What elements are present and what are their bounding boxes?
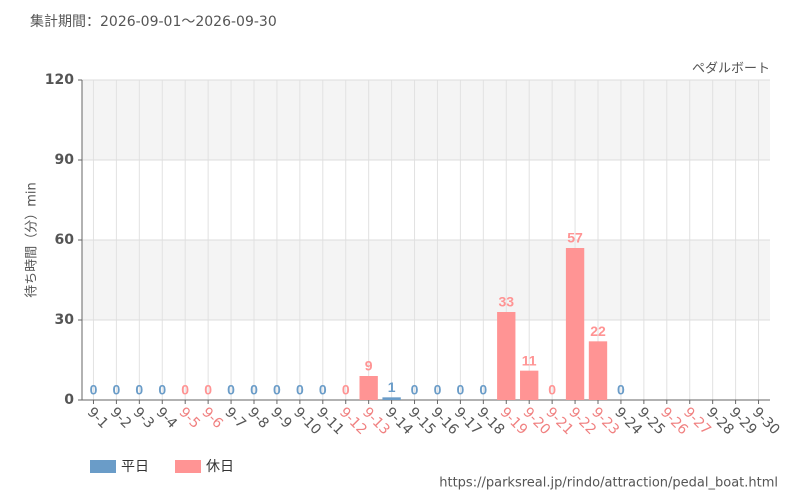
value-label: 1 xyxy=(388,379,396,395)
value-label: 0 xyxy=(319,382,327,398)
y-tick-label: 120 xyxy=(45,72,74,88)
x-tick-label: 9-9 xyxy=(267,404,294,431)
value-label: 57 xyxy=(567,230,583,246)
value-label: 0 xyxy=(273,382,281,398)
value-label: 0 xyxy=(617,382,625,398)
value-label: 0 xyxy=(227,382,235,398)
x-tick-label: 9-3 xyxy=(130,404,157,431)
legend-swatch xyxy=(90,460,116,473)
value-label: 0 xyxy=(204,382,212,398)
x-tick-label: 9-5 xyxy=(176,404,203,431)
bar xyxy=(520,370,539,400)
legend-label: 休日 xyxy=(206,459,234,475)
value-label: 9 xyxy=(365,358,373,374)
value-label: 11 xyxy=(522,352,537,368)
x-tick-label: 9-8 xyxy=(244,404,271,431)
value-label: 33 xyxy=(498,294,514,310)
value-label: 0 xyxy=(181,382,189,398)
x-tick-label: 9-6 xyxy=(198,404,226,432)
value-label: 0 xyxy=(296,382,304,398)
bar xyxy=(382,397,401,400)
grid-band xyxy=(82,80,770,160)
source-url: https://parksreal.jp/rindo/attraction/pe… xyxy=(439,476,778,491)
y-tick-label: 90 xyxy=(55,152,75,168)
y-axis-label: 待ち時間（分）min xyxy=(25,182,40,298)
value-label: 0 xyxy=(135,382,143,398)
chart-title: 集計期間：2026-09-01～2026-09-30 xyxy=(30,13,277,30)
bar xyxy=(497,312,516,400)
bar xyxy=(588,341,608,400)
y-tick-label: 0 xyxy=(64,392,74,408)
value-label: 0 xyxy=(479,382,487,398)
bar xyxy=(565,248,585,400)
value-label: 0 xyxy=(158,382,166,398)
value-label: 0 xyxy=(457,382,465,398)
value-label: 0 xyxy=(434,382,442,398)
value-label: 0 xyxy=(342,382,350,398)
value-label: 0 xyxy=(90,382,98,398)
legend-swatch xyxy=(175,460,201,473)
value-label: 0 xyxy=(411,382,419,398)
grid-band xyxy=(82,240,770,320)
y-tick-label: 60 xyxy=(55,232,75,248)
value-label: 0 xyxy=(113,382,121,398)
x-tick-label: 9-2 xyxy=(107,404,134,431)
y-tick-label: 30 xyxy=(55,312,75,328)
chart-subtitle: ペダルボート xyxy=(692,62,770,77)
legend-label: 平日 xyxy=(121,459,149,475)
x-tick-label: 9-1 xyxy=(84,404,111,431)
value-label: 22 xyxy=(590,323,606,339)
value-label: 0 xyxy=(548,382,556,398)
x-tick-label: 9-4 xyxy=(153,404,181,432)
value-label: 0 xyxy=(250,382,258,398)
x-tick-label: 9-7 xyxy=(221,404,248,431)
bar xyxy=(359,376,378,400)
